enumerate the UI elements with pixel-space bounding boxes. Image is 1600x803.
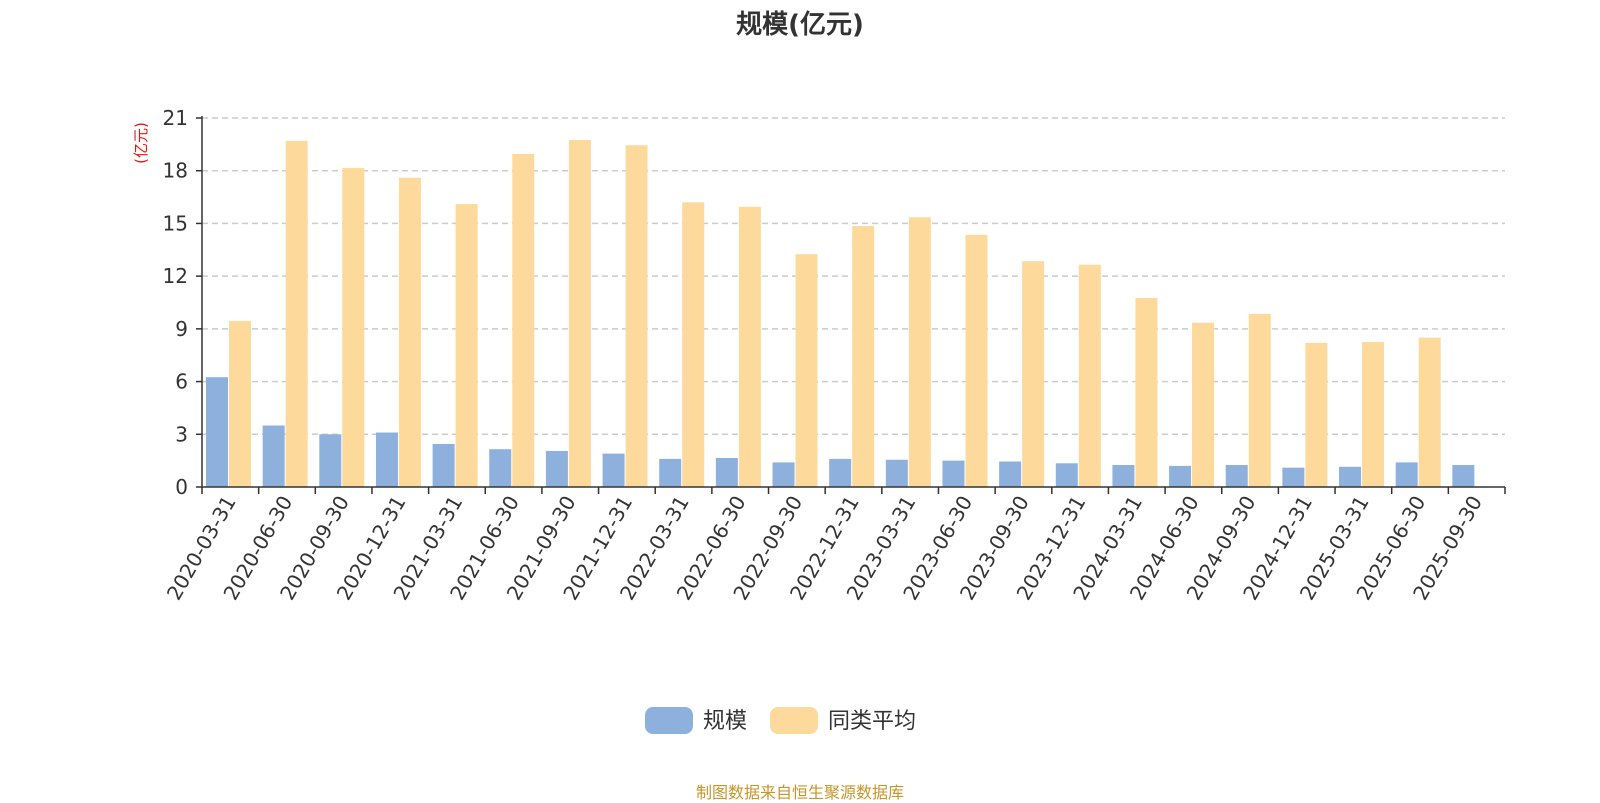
bar-scale <box>659 458 682 487</box>
bar-avg <box>738 206 761 487</box>
y-axis-label: (亿元) <box>132 122 150 164</box>
y-tick-label: 18 <box>163 159 188 183</box>
legend-label: 同类平均 <box>828 709 916 734</box>
bar-avg <box>1078 264 1101 487</box>
bar-avg <box>908 217 931 487</box>
bars <box>206 139 1475 488</box>
bar-avg <box>1022 261 1045 487</box>
bar-avg <box>512 154 535 487</box>
bar-avg <box>1135 298 1158 487</box>
bar-avg <box>1248 313 1271 487</box>
y-tick-label: 12 <box>163 264 188 288</box>
bar-scale <box>1282 467 1305 487</box>
legend-item: 同类平均 <box>770 707 916 734</box>
y-tick-label: 3 <box>175 422 188 446</box>
bar-avg <box>1418 337 1441 487</box>
bar-scale <box>375 432 398 487</box>
chart-title: 规模(亿元) <box>736 10 864 40</box>
bar-scale <box>489 449 512 487</box>
bar-avg <box>229 320 251 487</box>
bar-scale <box>1452 465 1475 487</box>
bar-avg <box>682 202 705 488</box>
bar-avg <box>852 226 875 488</box>
y-tick-label: 9 <box>175 317 188 341</box>
legend: 规模 同类平均 <box>645 707 916 734</box>
bar-scale <box>1112 465 1135 487</box>
bar-scale <box>262 425 285 487</box>
bar-scale <box>999 461 1022 487</box>
bar-scale <box>772 462 795 487</box>
bar-scale <box>432 443 455 487</box>
legend-swatch <box>645 707 693 734</box>
legend-item: 规模 <box>645 707 747 734</box>
bar-scale <box>545 450 568 487</box>
bar-scale <box>715 458 738 487</box>
bar-scale <box>1055 463 1078 487</box>
y-tick-label: 15 <box>163 211 188 235</box>
legend-label: 规模 <box>703 709 747 734</box>
y-tick-label: 21 <box>163 106 188 130</box>
bar-avg <box>965 234 988 487</box>
bar-scale <box>885 459 908 487</box>
bar-avg <box>398 177 421 487</box>
source-note: 制图数据来自恒生聚源数据库 <box>695 783 904 802</box>
bar-scale <box>1225 465 1248 487</box>
bar-scale <box>942 460 965 487</box>
bar-scale <box>1339 466 1362 487</box>
bar-avg <box>1305 342 1328 487</box>
bar-avg <box>342 168 365 488</box>
bar-avg <box>625 145 648 487</box>
bar-avg <box>568 139 591 487</box>
bar-avg <box>1362 342 1385 487</box>
bar-scale <box>206 377 228 487</box>
bar-scale <box>1395 462 1418 487</box>
bar-avg <box>285 140 308 488</box>
bar-avg <box>795 254 818 487</box>
y-tick-label: 6 <box>175 370 188 394</box>
legend-swatch <box>770 707 818 734</box>
bar-avg <box>1192 322 1215 487</box>
axes <box>196 116 1506 494</box>
bar-scale <box>829 458 852 487</box>
y-tick-label: 0 <box>175 475 188 499</box>
bar-avg <box>455 204 478 487</box>
bar-scale <box>319 434 342 487</box>
bar-scale <box>602 453 625 487</box>
bar-scale <box>1169 465 1192 487</box>
